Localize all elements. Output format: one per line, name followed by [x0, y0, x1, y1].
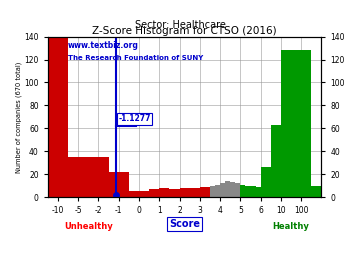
Bar	[129, 191, 139, 197]
Bar	[246, 186, 251, 197]
Bar	[215, 184, 220, 197]
Bar	[235, 183, 240, 197]
Bar	[149, 189, 159, 197]
Bar	[256, 187, 261, 197]
Text: -1.1277: -1.1277	[118, 114, 151, 123]
Bar	[261, 167, 271, 197]
Bar	[190, 188, 195, 197]
Text: The Research Foundation of SUNY: The Research Foundation of SUNY	[68, 55, 203, 60]
Text: Sector: Healthcare: Sector: Healthcare	[135, 20, 225, 30]
Bar	[225, 181, 230, 197]
Y-axis label: Number of companies (670 total): Number of companies (670 total)	[15, 61, 22, 173]
Bar	[88, 157, 109, 197]
Bar	[180, 188, 185, 197]
Bar	[281, 50, 311, 197]
Text: Unhealthy: Unhealthy	[64, 222, 113, 231]
Text: Healthy: Healthy	[273, 222, 310, 231]
Bar	[240, 184, 246, 197]
Bar	[170, 189, 180, 197]
Bar	[68, 157, 88, 197]
Bar	[48, 36, 68, 197]
Bar	[205, 187, 210, 197]
Title: Z-Score Histogram for CTSO (2016): Z-Score Histogram for CTSO (2016)	[92, 26, 277, 36]
Bar	[139, 191, 149, 197]
Bar	[210, 186, 215, 197]
Bar	[220, 183, 225, 197]
Text: www.textbiz.org: www.textbiz.org	[68, 41, 139, 50]
Bar	[109, 172, 129, 197]
Bar	[159, 188, 170, 197]
Bar	[230, 182, 235, 197]
Bar	[200, 187, 205, 197]
Bar	[251, 186, 256, 197]
X-axis label: Score: Score	[169, 219, 200, 229]
Bar	[271, 125, 281, 197]
Bar	[311, 186, 321, 197]
Bar	[185, 188, 190, 197]
Bar	[195, 188, 200, 197]
